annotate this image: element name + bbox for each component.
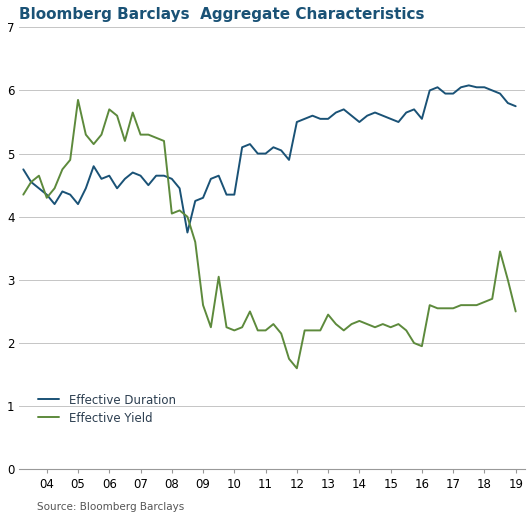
Effective Duration (270, 144, 277, 150)
Effective Duration (512, 103, 519, 109)
Effective Yield (356, 318, 363, 324)
Text: Source: Bloomberg Barclays: Source: Bloomberg Barclays (37, 502, 185, 512)
Line: Effective Duration: Effective Duration (23, 85, 516, 232)
Effective Yield (348, 321, 355, 327)
Effective Yield (512, 308, 519, 314)
Effective Duration (231, 191, 237, 198)
Effective Duration (82, 185, 89, 191)
Effective Duration (466, 82, 472, 88)
Effective Duration (302, 116, 308, 122)
Text: Bloomberg Barclays  Aggregate Characteristics: Bloomberg Barclays Aggregate Characteris… (19, 7, 424, 22)
Effective Yield (294, 365, 300, 371)
Effective Yield (270, 321, 277, 327)
Line: Effective Yield: Effective Yield (23, 100, 516, 368)
Effective Duration (184, 229, 190, 235)
Effective Duration (340, 106, 347, 112)
Effective Duration (20, 166, 27, 172)
Effective Yield (309, 327, 315, 333)
Effective Yield (75, 97, 81, 103)
Effective Yield (90, 141, 97, 147)
Effective Yield (231, 327, 237, 333)
Effective Yield (20, 191, 27, 198)
Effective Duration (348, 113, 355, 119)
Legend: Effective Duration, Effective Yield: Effective Duration, Effective Yield (35, 390, 179, 428)
